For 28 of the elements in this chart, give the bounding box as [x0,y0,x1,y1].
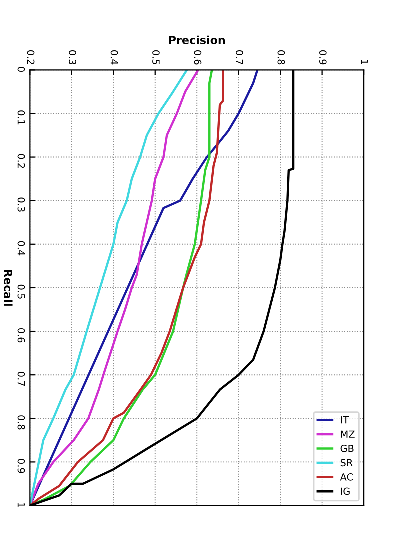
legend-label: GB [340,444,354,452]
legend-label: SR [340,459,353,467]
y-tick-label: 0.1 [18,110,26,125]
x-axis-title: Precision [169,36,225,44]
x-tick-label: 0.6 [194,50,202,65]
legend-label: MZ [341,430,355,438]
x-tick-label: 1 [361,60,368,64]
y-tick-label: 0.6 [18,328,26,343]
y-tick-label: 0.3 [18,198,26,212]
legend-label: IG [341,488,350,496]
y-tick-label: 0.7 [18,372,26,386]
y-tick-label: 0.8 [18,416,26,430]
y-tick-label: 0.2 [18,154,26,168]
x-tick-label: 0.4 [110,50,118,65]
legend-label: IT [341,416,350,424]
x-tick-label: 0.2 [27,50,35,64]
y-tick-label: 1 [18,503,26,508]
legend-label: AC [340,474,353,481]
x-tick-label: 0.5 [152,50,160,64]
y-tick-label: 0.4 [18,241,26,256]
x-tick-label: 0.9 [319,50,327,65]
x-tick-label: 0.3 [69,50,76,65]
y-tick-label: 0.9 [18,459,26,474]
y-axis-title: Recall [4,270,13,306]
x-tick-label: 0.7 [236,50,244,64]
x-tick-label: 0.8 [278,50,286,65]
y-tick-label: 0.5 [18,284,26,299]
y-tick-label: 0 [18,67,26,72]
